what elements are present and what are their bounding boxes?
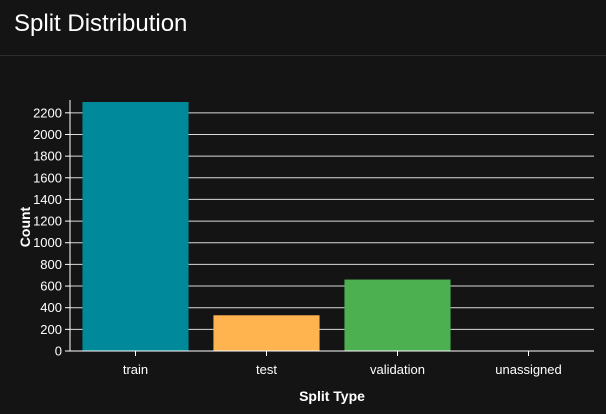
x-tick-label-test: test [256,362,277,377]
x-tick-label-train: train [123,362,148,377]
y-tick-label: 200 [40,322,62,337]
bar-train [82,102,189,351]
bar-validation [344,279,451,351]
axes: 0 200 400 600 800 1000 1200 1400 1600 1800 2000 220… [33,100,594,377]
y-tick-label: 2000 [33,127,62,142]
y-tick-label: 0 [55,344,62,359]
y-tick-label: 1800 [33,149,62,164]
x-axis-title: Split Type [299,388,365,404]
bar-test [213,315,320,351]
y-axis-title: Count [17,206,33,247]
y-tick-label: 1000 [33,235,62,250]
y-tick-label: 1400 [33,192,62,207]
y-tick-label: 1200 [33,214,62,229]
panel-header: Split Distribution [0,0,606,56]
panel-title: Split Distribution [14,10,188,37]
y-tick-label: 2200 [33,105,62,120]
y-tick-label: 600 [40,279,62,294]
x-tick-label-unassigned: unassigned [495,362,562,377]
bars [82,102,451,351]
y-tick-label: 400 [40,300,62,315]
x-tick-label-validation: validation [370,362,425,377]
y-tick-label: 1600 [33,170,62,185]
y-tick-label: 800 [40,257,62,272]
